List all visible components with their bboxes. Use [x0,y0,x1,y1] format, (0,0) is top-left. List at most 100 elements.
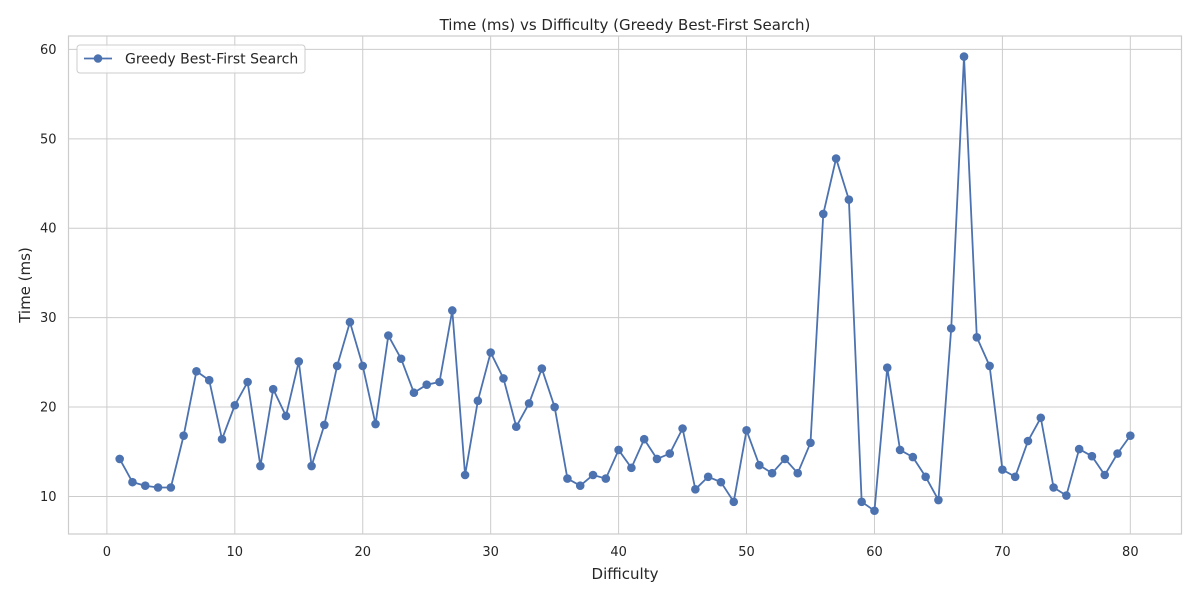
data-point [1087,451,1097,461]
data-point [755,460,764,470]
data-point [460,470,470,480]
data-point [320,420,329,430]
data-point [1023,436,1033,446]
data-point [639,434,649,444]
data-point [780,454,790,464]
legend-entry-label: Greedy Best-First Search [125,52,298,68]
data-point [1100,470,1110,480]
data-point [806,438,815,448]
data-point [243,377,252,387]
data-point [627,463,636,473]
data-point [1074,444,1084,454]
data-point [537,364,547,373]
data-point [166,483,176,492]
y-axis-label: Time (ms) [16,247,34,324]
data-point [447,306,457,315]
data-point [575,481,585,491]
data-point [281,411,291,421]
x-axis-label: Difficulty [592,565,659,583]
data-point [972,333,982,342]
data-point [128,477,137,487]
data-point [1113,449,1122,458]
data-point [1049,483,1058,492]
data-point [870,506,879,516]
data-point [691,484,700,494]
data-point [908,452,918,462]
data-point [371,419,380,429]
grid [68,36,1182,534]
data-point [294,357,304,366]
y-tick-label: 30 [40,311,57,326]
data-point [332,361,342,371]
data-point [524,399,534,408]
data-point [601,474,611,483]
data-point [831,154,841,163]
x-tick-label: 80 [1122,545,1139,560]
data-point [204,375,214,385]
data-point [307,461,316,471]
data-point [179,431,188,440]
y-tick-label: 20 [40,401,57,416]
data-point [409,388,419,398]
y-tick-label: 10 [40,490,57,505]
y-tick-label: 60 [40,43,57,58]
x-tick-label: 40 [610,545,627,560]
data-point [857,497,866,507]
data-point [946,324,956,333]
data-point [959,52,969,61]
data-point [435,377,444,387]
y-tick-label: 40 [40,222,57,237]
x-tick-label: 70 [994,545,1011,560]
y-tick-label: 50 [40,132,57,147]
data-point [985,361,994,371]
data-point [563,474,572,483]
data-point [192,366,201,376]
data-point [345,317,355,327]
series-line [118,55,1132,512]
data-point [882,363,892,373]
data-point [703,472,713,482]
data-point [268,384,278,394]
plot-frame [67,35,1183,535]
data-point [678,424,687,433]
data-point [729,497,739,507]
data-point [153,483,163,492]
data-point [844,195,854,204]
data-point [396,354,406,364]
data-point [115,454,124,464]
data-point [998,465,1007,474]
legend-box [76,44,306,74]
data-point [473,396,483,406]
data-point [217,434,227,444]
data-point [1010,472,1020,482]
data-point [793,468,803,478]
data-point [716,477,726,487]
x-tick-label: 50 [738,545,755,560]
data-point [921,472,930,482]
data-point [384,331,393,340]
data-point [652,454,662,464]
data-point [1126,431,1135,440]
data-point [895,445,905,455]
x-axis-ticks: 0 10 20 30 40 50 60 70 80 [103,545,1139,560]
legend-marker-swatch [93,54,103,63]
data-point [550,402,559,412]
data-point [1062,491,1071,500]
x-tick-label: 30 [482,545,499,560]
data-point [422,380,432,389]
data-point [818,209,828,219]
data-point [358,361,368,371]
data-point [742,425,751,435]
y-axis-ticks: 10 20 30 40 50 60 [40,43,57,505]
data-point [511,422,521,432]
series-layer [115,52,1135,516]
data-point [588,470,598,480]
data-point [256,461,265,471]
data-point [486,348,495,357]
chart-title: Time (ms) vs Difficulty (Greedy Best-Fir… [439,16,811,34]
data-point [499,374,508,383]
x-tick-label: 20 [354,545,371,560]
data-point [614,445,623,455]
x-tick-label: 0 [103,545,111,560]
data-point [767,468,777,478]
